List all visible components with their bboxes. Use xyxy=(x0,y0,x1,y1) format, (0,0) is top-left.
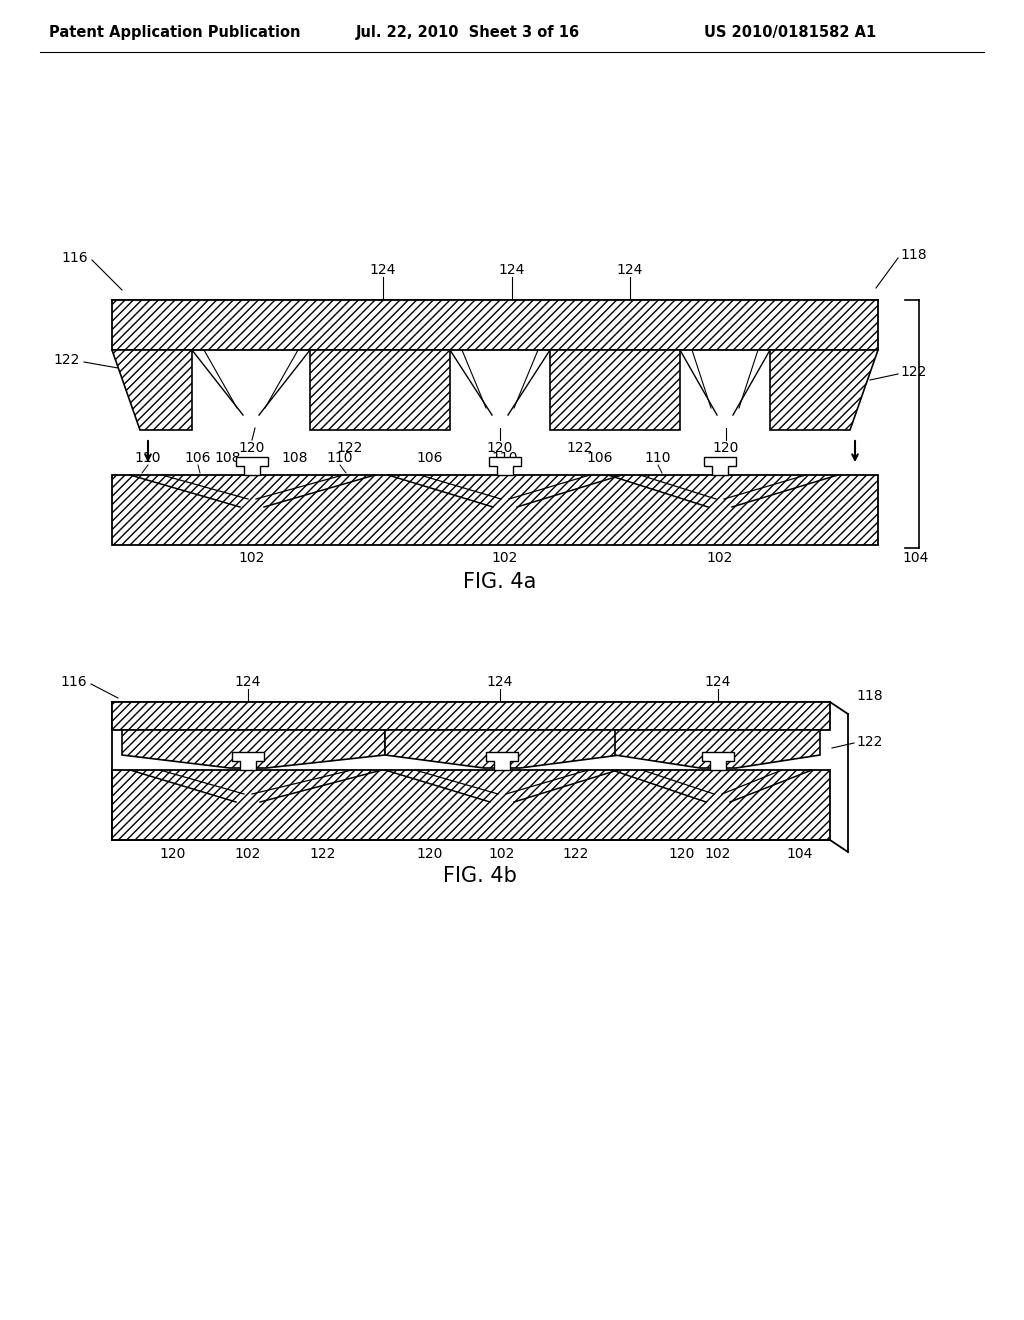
Text: 102: 102 xyxy=(705,847,731,861)
Text: 102: 102 xyxy=(488,847,515,861)
Text: 120: 120 xyxy=(669,847,695,861)
Text: 116: 116 xyxy=(60,675,87,689)
Polygon shape xyxy=(310,350,450,430)
Text: 122: 122 xyxy=(856,735,883,748)
Polygon shape xyxy=(112,300,878,350)
Text: 106: 106 xyxy=(184,451,211,465)
Text: 120: 120 xyxy=(417,847,443,861)
Text: 108: 108 xyxy=(282,451,308,465)
Bar xyxy=(112,475,878,545)
Polygon shape xyxy=(236,457,268,475)
Text: 102: 102 xyxy=(707,550,733,565)
Text: 124: 124 xyxy=(486,675,513,689)
Text: 120: 120 xyxy=(160,847,186,861)
Polygon shape xyxy=(112,350,193,430)
Text: 122: 122 xyxy=(567,441,593,455)
Text: 110: 110 xyxy=(492,451,518,465)
Text: 122: 122 xyxy=(563,847,589,861)
Text: 120: 120 xyxy=(486,441,513,455)
Polygon shape xyxy=(122,730,385,768)
Text: US 2010/0181582 A1: US 2010/0181582 A1 xyxy=(703,25,877,41)
Text: 104: 104 xyxy=(786,847,813,861)
Text: Jul. 22, 2010  Sheet 3 of 16: Jul. 22, 2010 Sheet 3 of 16 xyxy=(356,25,580,41)
Polygon shape xyxy=(486,752,518,770)
Text: 122: 122 xyxy=(337,441,364,455)
Bar xyxy=(112,770,830,840)
Text: 106: 106 xyxy=(587,451,613,465)
Text: 106: 106 xyxy=(417,451,443,465)
Polygon shape xyxy=(385,730,620,768)
Text: FIG. 4a: FIG. 4a xyxy=(463,572,537,591)
Text: Patent Application Publication: Patent Application Publication xyxy=(49,25,301,41)
Text: 110: 110 xyxy=(327,451,353,465)
Text: 124: 124 xyxy=(234,675,261,689)
Text: 120: 120 xyxy=(713,441,739,455)
Polygon shape xyxy=(705,457,736,475)
Polygon shape xyxy=(615,730,820,768)
Polygon shape xyxy=(770,350,878,430)
Text: 124: 124 xyxy=(616,263,643,277)
Text: 124: 124 xyxy=(499,263,525,277)
Text: 110: 110 xyxy=(135,451,161,465)
Polygon shape xyxy=(489,457,521,475)
Text: 122: 122 xyxy=(900,366,927,379)
Bar xyxy=(112,702,830,730)
Text: 118: 118 xyxy=(856,689,883,704)
Polygon shape xyxy=(550,350,680,430)
Text: 124: 124 xyxy=(370,263,396,277)
Text: 102: 102 xyxy=(492,550,518,565)
Text: 102: 102 xyxy=(239,550,265,565)
Text: 122: 122 xyxy=(310,847,336,861)
Text: 118: 118 xyxy=(900,248,927,261)
Text: 122: 122 xyxy=(53,352,80,367)
Text: 116: 116 xyxy=(61,251,88,265)
Text: 110: 110 xyxy=(645,451,672,465)
Polygon shape xyxy=(232,752,264,770)
Text: 104: 104 xyxy=(902,550,929,565)
Text: 102: 102 xyxy=(234,847,261,861)
Text: 120: 120 xyxy=(239,441,265,455)
Text: FIG. 4b: FIG. 4b xyxy=(443,866,517,886)
Text: 124: 124 xyxy=(705,675,731,689)
Text: 108: 108 xyxy=(215,451,242,465)
Polygon shape xyxy=(702,752,734,770)
